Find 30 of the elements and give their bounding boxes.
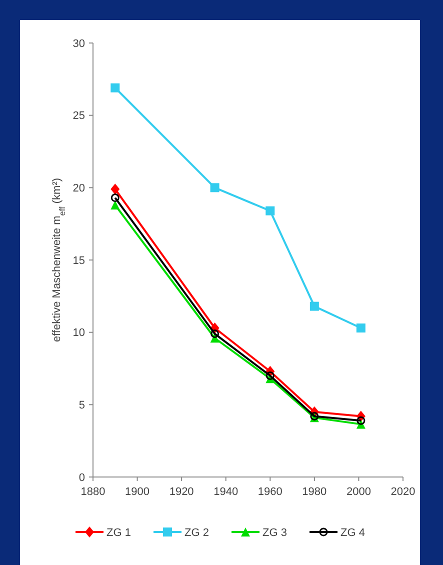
- legend-label: ZG 1: [106, 526, 131, 539]
- point: [210, 330, 220, 338]
- y-tick-label: 15: [72, 254, 85, 267]
- x-tick-label: 1980: [302, 486, 327, 498]
- legend-label: ZG 4: [340, 526, 365, 539]
- x-tick-label: 1900: [125, 486, 150, 498]
- point: [210, 183, 220, 192]
- point: [110, 200, 120, 210]
- x-tick-label: 1960: [258, 486, 282, 498]
- point: [110, 83, 120, 92]
- legend-label: ZG 2: [184, 526, 209, 539]
- x-tick-label: 2000: [346, 486, 371, 498]
- point: [266, 206, 275, 216]
- x-tick-label: 2020: [390, 486, 416, 498]
- x-tick-label: 1940: [214, 486, 238, 498]
- point: [110, 184, 120, 195]
- x-tick-label: 1920: [169, 486, 194, 498]
- y-tick-label: 5: [78, 400, 85, 412]
- y-tick-label: 0: [78, 472, 85, 484]
- legend-label: ZG 3: [262, 526, 287, 539]
- point: [356, 416, 366, 425]
- y-tick-label: 10: [72, 327, 85, 340]
- point: [356, 323, 366, 332]
- point: [310, 302, 319, 311]
- y-tick-label: 25: [72, 110, 85, 122]
- point: [110, 194, 120, 202]
- y-tick-label: 30: [72, 38, 85, 50]
- point: [266, 371, 274, 380]
- x-tick-label: 1880: [80, 486, 106, 498]
- y-tick-label: 20: [72, 182, 85, 195]
